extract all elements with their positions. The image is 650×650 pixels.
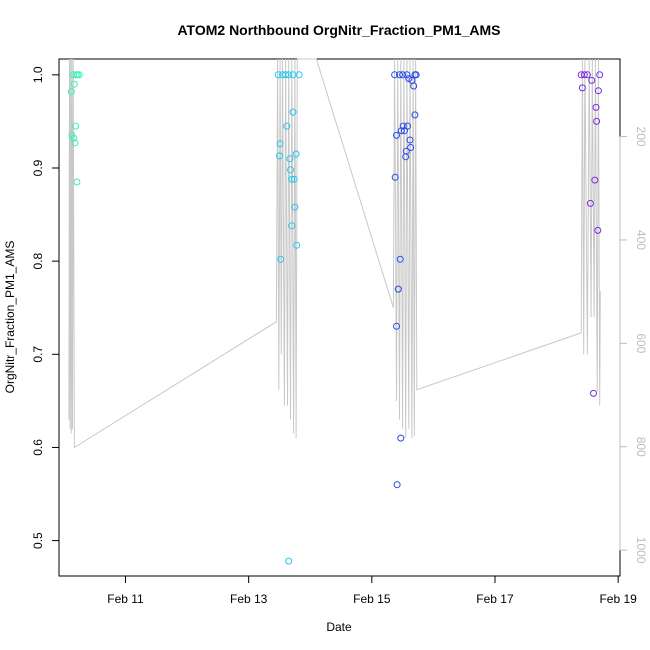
data-point: [396, 255, 404, 263]
data-point: [70, 134, 78, 142]
altitude-track-layer: [68, 58, 601, 449]
data-point: [393, 481, 401, 489]
data-point: [594, 226, 602, 234]
data-point: [583, 71, 591, 79]
data-point: [592, 103, 600, 111]
data-point: [397, 127, 405, 135]
altitude-track-line: [68, 58, 601, 449]
y-tick-label: 0.8: [31, 252, 45, 269]
data-point: [593, 117, 601, 125]
data-point: [70, 80, 78, 88]
y-tick-label: 1.0: [31, 66, 45, 83]
y-tick-label: 0.7: [31, 346, 45, 363]
data-point: [289, 108, 297, 116]
data-point: [394, 285, 402, 293]
chart-title: ATOM2 Northbound OrgNitr_Fraction_PM1_AM…: [177, 22, 500, 38]
data-point: [403, 71, 411, 79]
data-point: [291, 203, 299, 211]
data-point: [391, 173, 399, 181]
y-tick-label: 0.9: [31, 159, 45, 176]
data-point: [396, 71, 403, 79]
y-axis: 0.5 0.6 0.7 0.8 0.9 1.0: [31, 66, 60, 549]
data-point: [586, 199, 594, 207]
data-point: [288, 175, 296, 183]
data-point: [286, 155, 294, 163]
data-point: [75, 71, 83, 79]
x-tick-label: Feb 13: [230, 592, 268, 606]
x-axis-label: Date: [326, 620, 352, 634]
right-y-tick-label: 400: [634, 230, 648, 250]
data-point: [407, 144, 415, 151]
data-point: [71, 139, 79, 147]
data-point: [596, 71, 604, 79]
right-y-tick-label: 600: [634, 333, 648, 353]
data-point: [397, 434, 405, 442]
data-point: [276, 152, 283, 160]
data-points-layer: [67, 71, 604, 565]
data-point: [393, 322, 400, 330]
data-point: [295, 71, 303, 79]
y-axis-label: OrgNitr_Fraction_PM1_AMS: [3, 241, 17, 394]
data-point: [282, 71, 290, 79]
data-point: [73, 178, 81, 186]
data-point: [393, 131, 400, 139]
data-point: [277, 255, 285, 263]
right-y-tick-label: 800: [634, 437, 648, 457]
data-point: [590, 389, 597, 397]
data-point: [411, 111, 419, 119]
data-point: [580, 71, 588, 79]
x-tick-label: Feb 15: [353, 592, 391, 606]
data-point: [410, 82, 418, 90]
data-point: [285, 71, 293, 79]
y-tick-label: 0.6: [31, 439, 45, 456]
data-point: [287, 166, 294, 174]
data-point: [391, 71, 399, 79]
y-tick-label: 0.5: [31, 532, 45, 549]
data-point: [276, 140, 284, 148]
data-point: [399, 122, 407, 130]
x-tick-label: Feb 11: [107, 592, 144, 606]
data-point: [412, 71, 420, 79]
data-point: [594, 87, 602, 95]
data-point: [402, 147, 410, 155]
data-point: [292, 150, 300, 158]
data-point: [290, 175, 298, 183]
x-tick-label: Feb 19: [599, 592, 637, 606]
data-point: [591, 176, 599, 184]
data-point: [72, 122, 80, 130]
data-point: [404, 122, 411, 130]
data-point: [285, 557, 293, 565]
data-point: [293, 241, 301, 249]
data-point: [283, 122, 291, 130]
data-point: [67, 88, 75, 96]
right-y-tick-label: 1000: [634, 537, 648, 564]
data-point: [406, 136, 414, 144]
plot-area-frame: [58, 58, 621, 577]
x-axis: Feb 11 Feb 13 Feb 15 Feb 17 Feb 19: [107, 575, 637, 606]
data-point: [578, 84, 586, 92]
data-point: [274, 71, 282, 79]
data-point: [588, 76, 596, 84]
right-y-tick-label: 200: [634, 127, 648, 147]
data-point: [288, 222, 296, 230]
data-point: [399, 71, 407, 79]
right-y-axis: 200 400 600 800 1000: [619, 127, 648, 564]
x-tick-label: Feb 17: [476, 592, 514, 606]
